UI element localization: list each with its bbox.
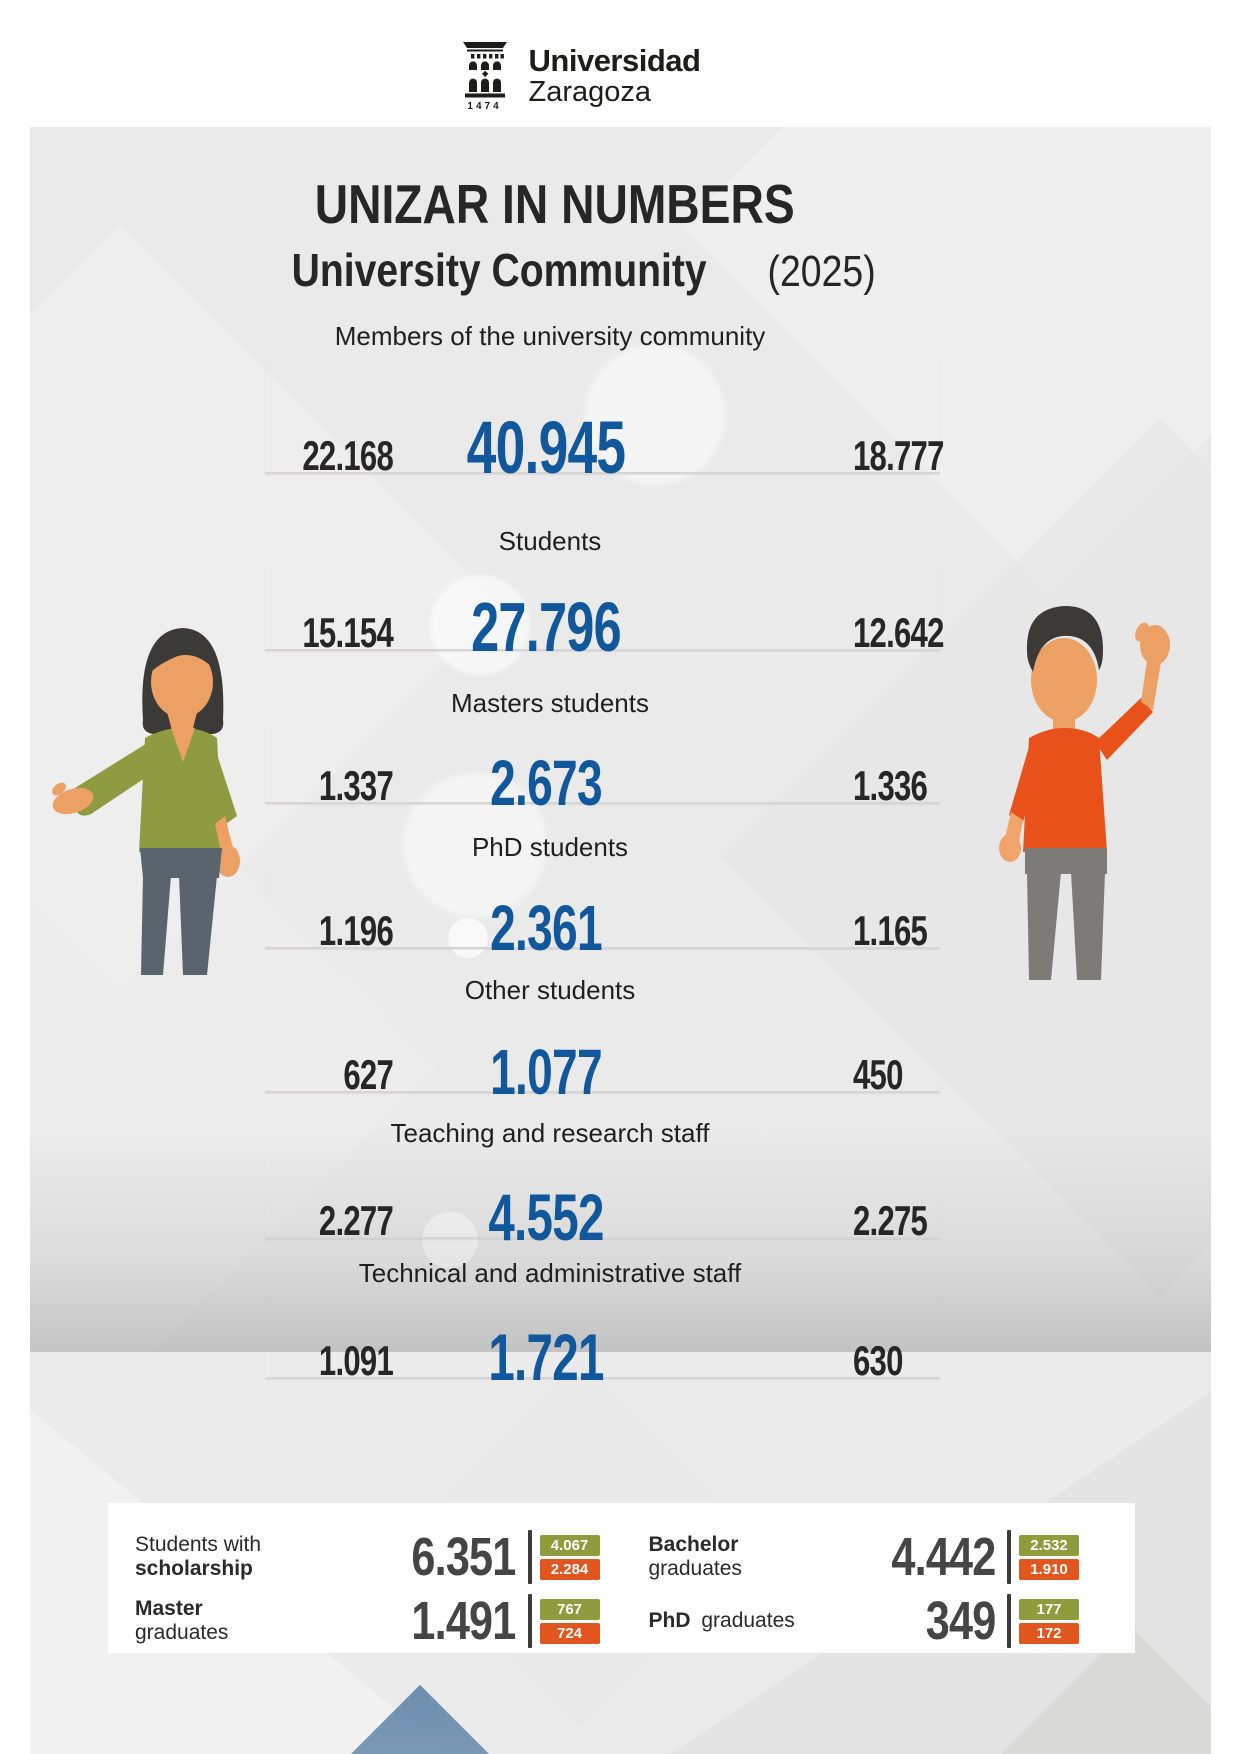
- badge-olive-value: 2.532: [1019, 1534, 1079, 1556]
- background-bokeh-circle: [403, 773, 547, 917]
- badge-orange-value: 1.910: [1019, 1558, 1079, 1580]
- badge-olive-value: 767: [539, 1598, 600, 1620]
- man-figure-illustration: [995, 590, 1185, 985]
- university-building-icon: [462, 42, 507, 98]
- background-blue-diamond: [313, 1684, 527, 1754]
- badge-orange-value: 724: [539, 1622, 600, 1644]
- summary-cell-master-graduates: Master graduates 1.491 767 724: [108, 1589, 622, 1653]
- background-bokeh-circle: [422, 1212, 478, 1268]
- badge-orange-value: 2.284: [539, 1558, 600, 1580]
- badge-orange-value: 172: [1019, 1622, 1079, 1644]
- logo-founded-year: 1474: [467, 101, 502, 112]
- badge-olive-value: 4.067: [539, 1534, 600, 1556]
- subtitle-text: University Community: [291, 244, 707, 296]
- logo-line1: Universidad: [528, 43, 701, 78]
- divider-bar: [1007, 1594, 1011, 1648]
- background-bokeh-circle: [430, 575, 530, 675]
- summary-badges: 177 172: [1019, 1598, 1079, 1644]
- logo-wordmark: Universidad Zaragoza: [529, 38, 701, 108]
- summary-total: 1.491: [411, 1591, 516, 1651]
- page-title: UNIZAR IN NUMBERS: [315, 173, 795, 235]
- summary-card: Students with scholarship 6.351 4.067 2.…: [108, 1503, 1135, 1653]
- background-gradient-band: [30, 1130, 1211, 1352]
- logo-line2: Zaragoza: [528, 76, 652, 108]
- woman-figure-illustration: [45, 620, 250, 980]
- summary-badges: 767 724: [539, 1598, 600, 1644]
- summary-label: Students with scholarship: [135, 1533, 262, 1580]
- summary-total: 4.442: [890, 1527, 996, 1587]
- university-logo: 1474 Universidad Zaragoza: [0, 38, 1199, 112]
- background-bokeh-circle: [448, 918, 488, 958]
- summary-label: Bachelor graduates: [648, 1533, 742, 1580]
- summary-cell-scholarship: Students with scholarship 6.351 4.067 2.…: [108, 1525, 622, 1589]
- divider-bar: [527, 1530, 532, 1584]
- divider-bar: [527, 1594, 532, 1648]
- badge-olive-value: 177: [1019, 1598, 1079, 1620]
- summary-label: Master graduates: [135, 1597, 229, 1644]
- summary-cell-bachelor-graduates: Bachelor graduates 4.442 2.532 1.910: [622, 1525, 1136, 1589]
- subtitle-year: (2025): [767, 247, 876, 296]
- background-bokeh-circle: [585, 345, 725, 485]
- summary-cell-phd-graduates: PhD graduates 349 177 172: [622, 1589, 1136, 1653]
- university-emblem-icon: 1474: [457, 38, 513, 112]
- summary-total: 349: [925, 1591, 995, 1651]
- summary-badges: 4.067 2.284: [539, 1534, 600, 1580]
- summary-badges: 2.532 1.910: [1019, 1534, 1079, 1580]
- summary-label: PhD graduates: [648, 1609, 795, 1632]
- page-subtitle: University Community (2025): [180, 243, 960, 297]
- summary-total: 6.351: [411, 1527, 516, 1587]
- divider-bar: [1007, 1530, 1011, 1584]
